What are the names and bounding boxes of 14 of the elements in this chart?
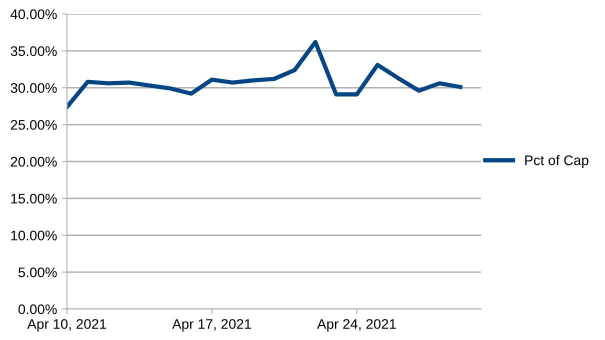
y-tick-label: 25.00% (10, 120, 57, 130)
line-series (67, 40, 462, 110)
y-tick-label: 35.00% (10, 46, 57, 56)
y-tick-label: 0.00% (18, 304, 57, 314)
y-tick-label: 5.00% (18, 267, 57, 278)
y-tick-label: 20.00% (10, 156, 57, 167)
y-tick-label: 10.00% (11, 230, 57, 240)
x-tick-label: Apr 24, 2021 (317, 319, 396, 332)
x-tick-label: Apr 10, 2021 (27, 319, 106, 332)
legend-label: Pct of Cap (525, 155, 588, 168)
y-tick-label: 30.00% (10, 83, 57, 93)
y-tick-label: 15.00% (11, 194, 57, 204)
y-tick-label: 40.00% (10, 9, 57, 20)
x-tick-label: Apr 17, 2021 (172, 319, 251, 332)
